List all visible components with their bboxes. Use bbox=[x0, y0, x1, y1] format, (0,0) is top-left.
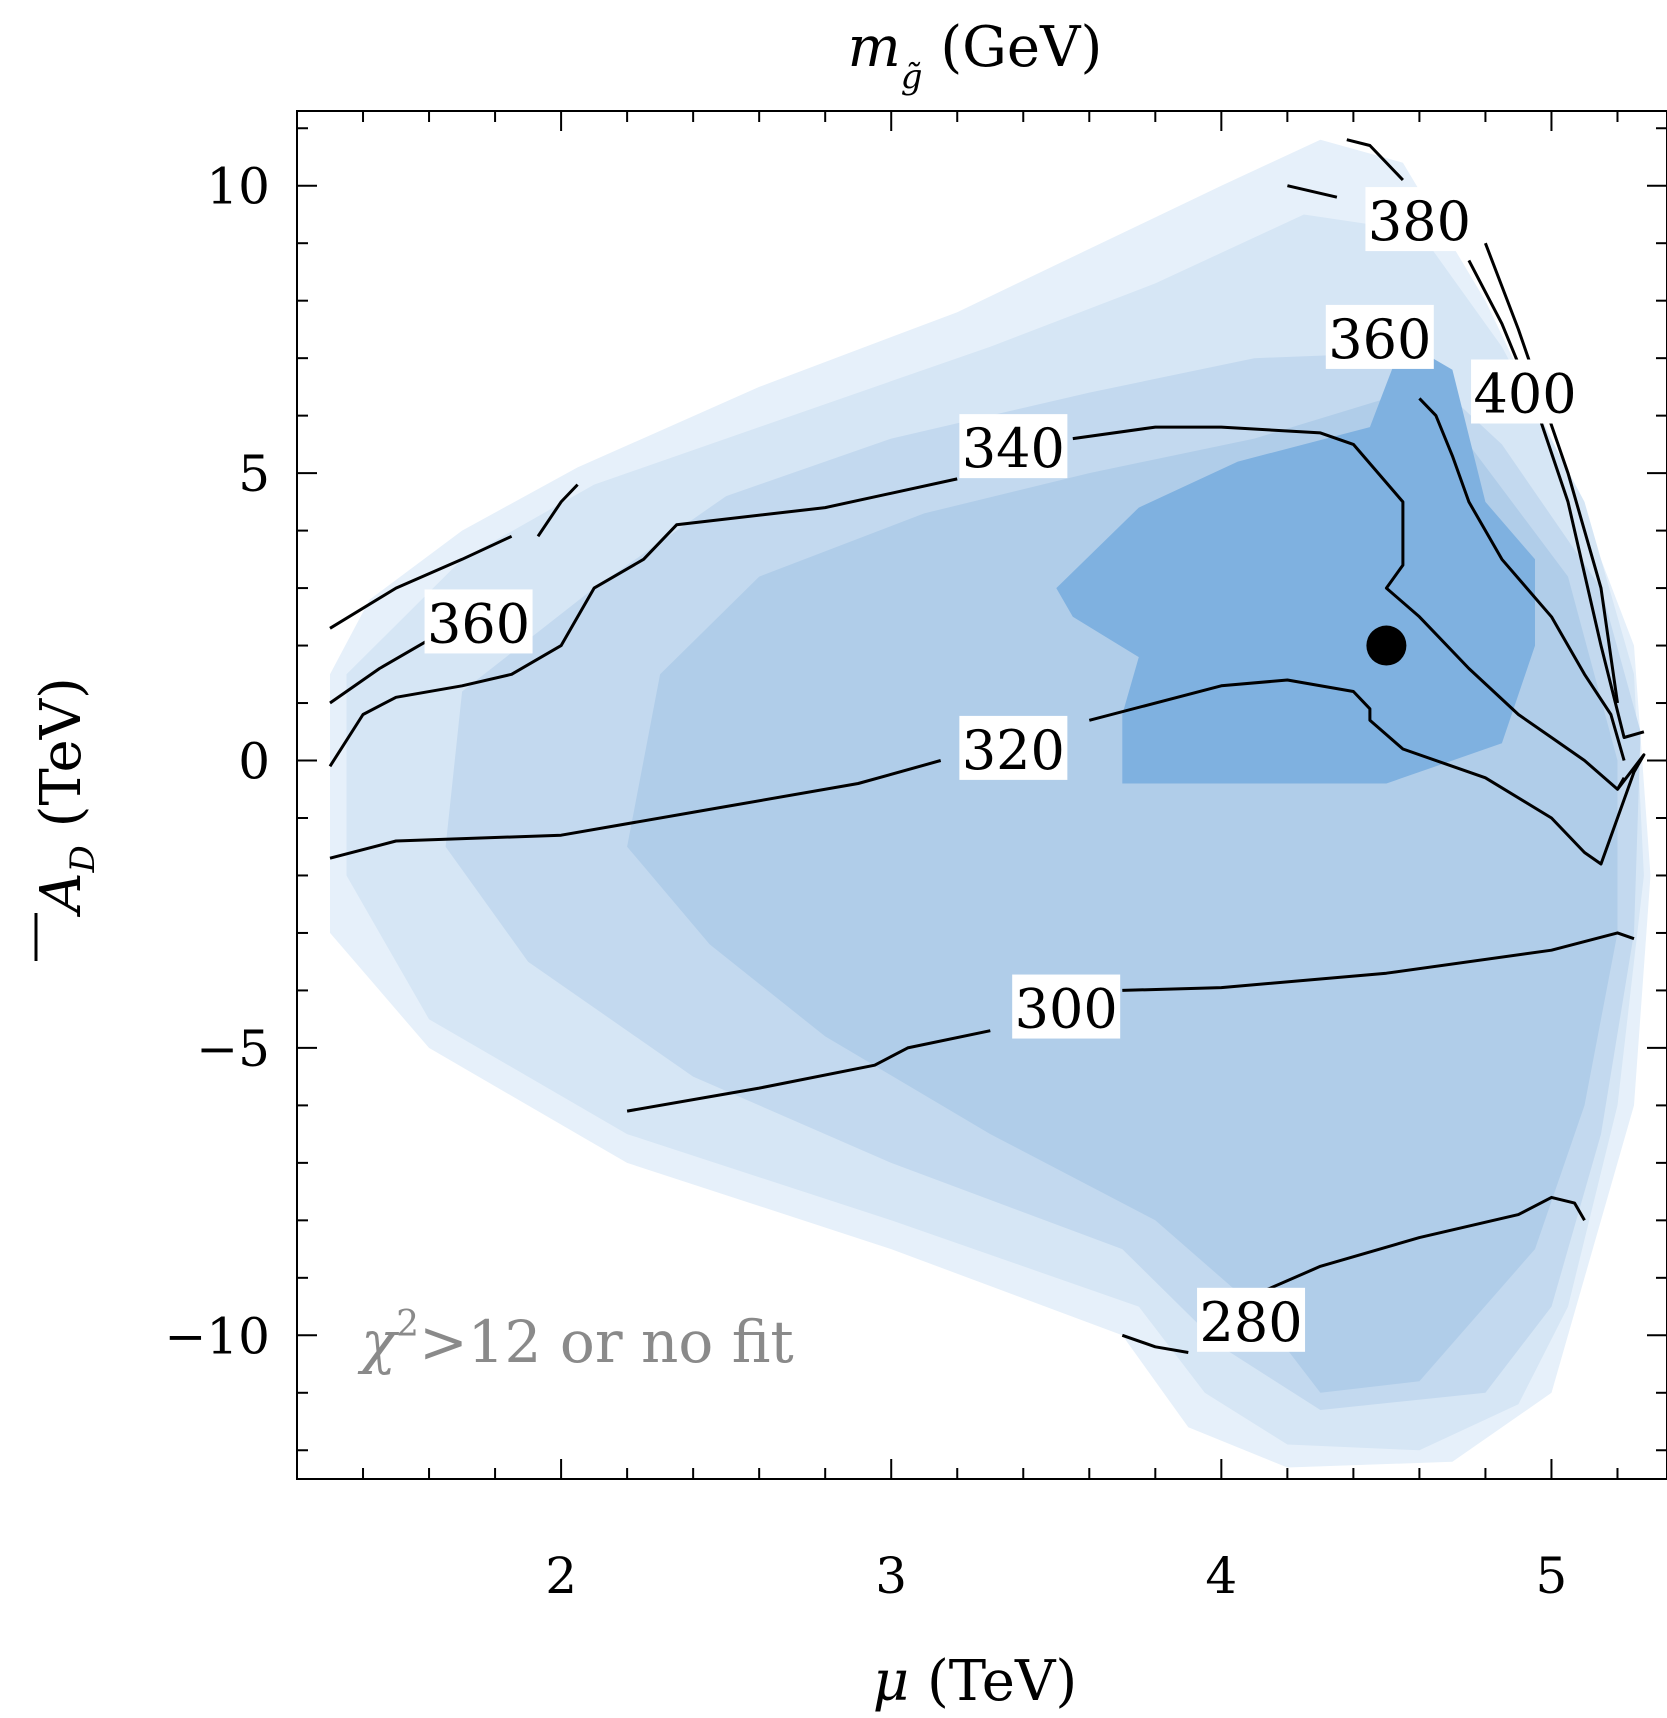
contour-line-360-5-0 bbox=[1418, 397, 1626, 761]
svg-text:280: 280 bbox=[1200, 1291, 1303, 1354]
contour-line-320-2-1 bbox=[1088, 678, 1646, 866]
plot-frame bbox=[296, 110, 1667, 1480]
contour-line-380-6-1 bbox=[1346, 138, 1404, 182]
y-tick-label: 10 bbox=[206, 158, 270, 216]
density-regions bbox=[330, 139, 1651, 1468]
contour-label-400-7: 400 bbox=[1471, 359, 1580, 426]
svg-text:360: 360 bbox=[1328, 308, 1431, 371]
svg-text:400: 400 bbox=[1474, 363, 1577, 426]
contour-line-380-6-2 bbox=[1467, 259, 1645, 739]
contour-label-340-3: 340 bbox=[959, 414, 1068, 480]
best-fit-point bbox=[1366, 625, 1407, 666]
x-tick-label: 5 bbox=[1536, 1547, 1568, 1605]
tick-labels: 2 3 4 5 −10 −5 0 5 10 bbox=[164, 158, 1567, 1605]
contour-line-300-1-1 bbox=[1122, 931, 1635, 992]
svg-text:360: 360 bbox=[427, 592, 530, 655]
contour-line-380-6-0 bbox=[1287, 184, 1338, 199]
contour-label-300-1: 300 bbox=[1012, 974, 1121, 1041]
svg-text:300: 300 bbox=[1015, 978, 1118, 1041]
svg-text:340: 340 bbox=[962, 417, 1065, 480]
contour-line-280-0-0 bbox=[1121, 1333, 1189, 1354]
contour-line-400-7-0 bbox=[1483, 242, 1619, 704]
contour-line-300-1-0 bbox=[626, 1029, 991, 1113]
y-tick-label: 5 bbox=[238, 445, 270, 503]
contour-label-380-6: 380 bbox=[1365, 187, 1474, 253]
x-axis-label: μ (TeV) bbox=[873, 1649, 1078, 1714]
contour-line-360-4-0 bbox=[329, 638, 430, 705]
contour-line-340-3-1 bbox=[1072, 425, 1626, 791]
y-axis-label: AD (TeV) bbox=[29, 677, 103, 961]
svg-text:AD (TeV): AD (TeV) bbox=[29, 677, 103, 918]
svg-text:320: 320 bbox=[962, 719, 1065, 782]
contour-label-360-5: 360 bbox=[1325, 304, 1434, 371]
contour-label-360-4: 360 bbox=[424, 589, 533, 655]
contour-line-360-4-2 bbox=[536, 483, 579, 538]
contour-label-320-2: 320 bbox=[959, 715, 1068, 782]
contour-line-340-3-0 bbox=[328, 477, 958, 768]
contour-labels: 280 300 320 340 360 360 380 400 bbox=[424, 187, 1580, 1354]
chart-title: mg̃ (GeV) bbox=[848, 15, 1103, 97]
fit-annotation: χ2>12 or no fit bbox=[357, 1304, 794, 1376]
axis-ticks bbox=[297, 111, 1667, 1479]
y-tick-label: −10 bbox=[164, 1307, 270, 1365]
x-tick-label: 3 bbox=[875, 1547, 907, 1605]
y-tick-label: 0 bbox=[238, 733, 270, 791]
contour-line-360-4-1 bbox=[329, 534, 513, 630]
x-tick-label: 4 bbox=[1205, 1547, 1237, 1605]
contour-line-280-0-1 bbox=[1253, 1195, 1586, 1297]
contour-label-280-0: 280 bbox=[1197, 1287, 1306, 1354]
y-tick-label: −5 bbox=[196, 1020, 270, 1078]
plot-area: 280 300 320 340 360 360 380 400 bbox=[296, 110, 1667, 1480]
density-region-4 bbox=[1056, 340, 1535, 784]
svg-text:380: 380 bbox=[1368, 190, 1471, 253]
contour-line-320-2-0 bbox=[329, 759, 942, 860]
x-tick-label: 2 bbox=[545, 1547, 577, 1605]
contour-lines bbox=[328, 138, 1646, 1354]
